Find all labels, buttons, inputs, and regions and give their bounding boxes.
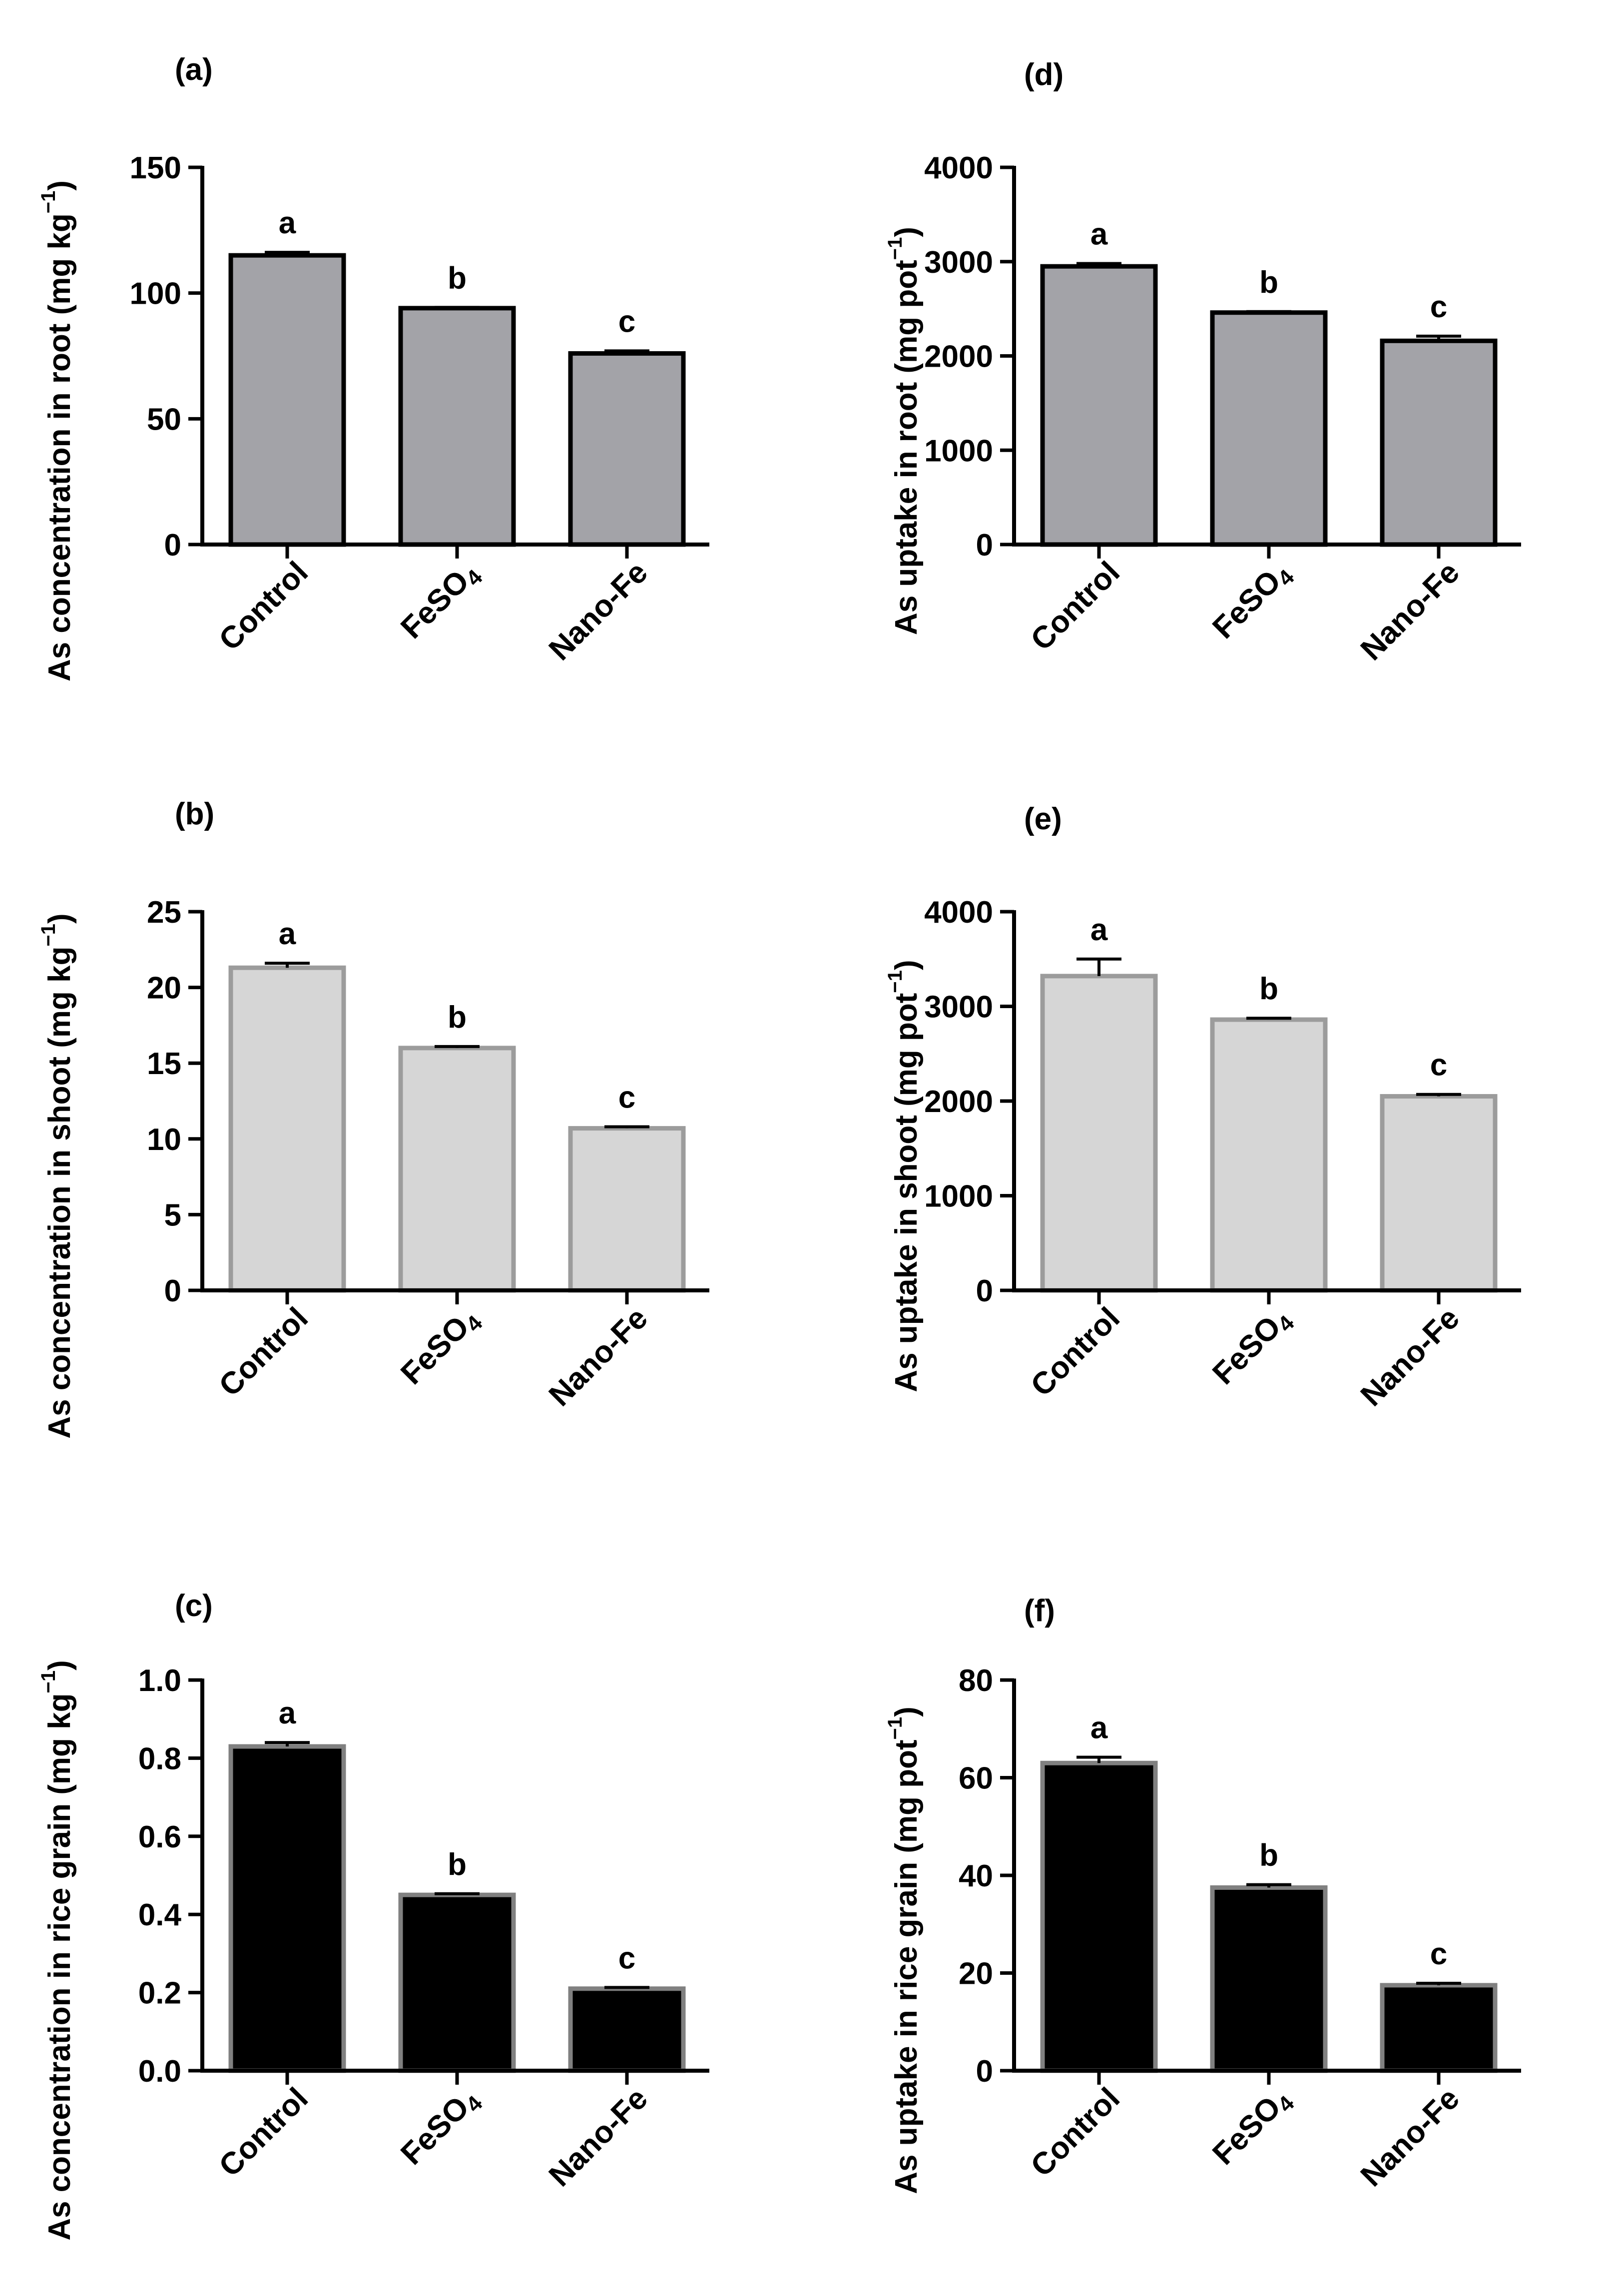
sig-letter-c-1: b: [448, 1847, 467, 1882]
y-tick-label-c-4: 0.8: [138, 1741, 181, 1776]
category-label-c-0: Control: [212, 2081, 315, 2184]
y-tick-label-b-5: 25: [147, 895, 181, 930]
y-axis-title-d: As uptake in root (mg pot−1): [884, 227, 924, 635]
category-label-d-1: FeSO4: [1206, 555, 1299, 648]
category-label-b-2: Nano-Fe: [542, 1301, 654, 1413]
bar-b-1: [398, 1046, 516, 1293]
category-label-f-1: FeSO4: [1206, 2081, 1299, 2175]
category-label-e-2: Nano-Fe: [1354, 1301, 1466, 1413]
y-tick-label-e-0: 0: [976, 1274, 993, 1308]
category-label-a-1: FeSO4: [394, 555, 488, 648]
y-tick-label-f-1: 20: [959, 1957, 993, 1991]
sig-letter-a-0: a: [279, 206, 296, 240]
bar-b-0: [228, 965, 346, 1293]
category-label-b-1: FeSO4: [394, 1301, 488, 1394]
sig-letter-d-1: b: [1259, 265, 1278, 300]
sig-letter-e-0: a: [1090, 913, 1108, 947]
y-tick-label-b-4: 20: [147, 971, 181, 1006]
y-tick-label-f-0: 0: [976, 2054, 993, 2089]
bar-c-2: [568, 1986, 686, 2073]
category-label-f-2: Nano-Fe: [1354, 2081, 1466, 2193]
y-tick-label-c-0: 0.0: [138, 2054, 181, 2089]
sig-letter-f-0: a: [1090, 1711, 1108, 1745]
y-tick-label-a-1: 50: [147, 402, 181, 437]
category-label-e-0: Control: [1024, 1301, 1126, 1403]
sig-letter-d-2: c: [1430, 290, 1447, 324]
y-axis-title-c: As concentration in rice grain (mg kg−1): [37, 1660, 77, 2241]
panel-label-e: (e): [1024, 802, 1062, 836]
bar-d-2: [1380, 338, 1498, 547]
y-tick-label-f-2: 40: [959, 1859, 993, 1893]
y-tick-label-b-1: 5: [164, 1198, 181, 1232]
category-label-e-1: FeSO4: [1206, 1301, 1299, 1394]
y-tick-label-c-3: 0.6: [138, 1820, 181, 1854]
y-tick-label-d-3: 3000: [924, 245, 993, 280]
panel-label-d: (d): [1024, 57, 1064, 92]
y-tick-label-b-3: 15: [147, 1047, 181, 1081]
sig-letter-e-2: c: [1430, 1048, 1447, 1083]
category-label-c-1: FeSO4: [394, 2081, 488, 2175]
y-axis-title-f: As uptake in rice grain (mg pot−1): [884, 1707, 924, 2194]
bar-e-1: [1210, 1017, 1328, 1293]
y-tick-label-c-1: 0.2: [138, 1976, 181, 2011]
bar-f-1: [1210, 1885, 1328, 2073]
bar-e-0: [1040, 974, 1158, 1293]
sig-letter-a-2: c: [618, 304, 635, 339]
y-tick-label-d-0: 0: [976, 528, 993, 563]
sig-letter-b-2: c: [618, 1081, 635, 1115]
sig-letter-e-1: b: [1259, 972, 1278, 1006]
y-tick-label-a-2: 100: [130, 277, 181, 311]
y-tick-label-c-5: 1.0: [138, 1664, 181, 1698]
bar-a-2: [568, 351, 686, 547]
category-label-d-2: Nano-Fe: [1354, 555, 1466, 667]
sig-letter-b-0: a: [279, 917, 296, 951]
bar-a-1: [398, 306, 516, 547]
y-tick-label-b-2: 10: [147, 1123, 181, 1157]
y-axis-title-e: As uptake in shoot (mg pot−1): [884, 960, 924, 1392]
bar-d-0: [1040, 264, 1158, 547]
y-axis-title-b: As concentration in shoot (mg kg−1): [37, 913, 77, 1438]
bar-a-0: [228, 253, 346, 547]
y-tick-label-a-0: 0: [164, 528, 181, 563]
y-tick-label-e-4: 4000: [924, 895, 993, 930]
category-label-f-0: Control: [1024, 2081, 1126, 2184]
y-tick-label-d-1: 1000: [924, 434, 993, 468]
bar-d-1: [1210, 310, 1328, 547]
category-label-b-0: Control: [212, 1301, 315, 1403]
y-tick-label-d-4: 4000: [924, 151, 993, 185]
y-tick-label-f-3: 60: [959, 1761, 993, 1796]
sig-letter-d-0: a: [1090, 217, 1108, 252]
category-label-a-2: Nano-Fe: [542, 555, 654, 667]
panel-label-b: (b): [175, 797, 214, 831]
sig-letter-c-2: c: [618, 1941, 635, 1975]
bar-c-0: [228, 1744, 346, 2073]
sig-letter-a-1: b: [448, 261, 467, 295]
sig-letter-f-2: c: [1430, 1937, 1447, 1971]
y-axis-title-a: As concentration in root (mg kg−1): [37, 180, 77, 681]
y-tick-label-e-1: 1000: [924, 1179, 993, 1214]
panel-label-a: (a): [175, 52, 213, 87]
panel-label-c: (c): [175, 1589, 213, 1623]
bar-c-1: [398, 1892, 516, 2073]
bar-e-2: [1380, 1094, 1498, 1293]
y-tick-label-b-0: 0: [164, 1274, 181, 1308]
category-label-c-2: Nano-Fe: [542, 2081, 654, 2193]
y-tick-label-f-4: 80: [959, 1664, 993, 1698]
bar-f-0: [1040, 1760, 1158, 2073]
y-tick-label-a-3: 150: [130, 151, 181, 185]
sig-letter-f-1: b: [1259, 1838, 1278, 1873]
bar-f-2: [1380, 1983, 1498, 2073]
sig-letter-b-1: b: [448, 1000, 467, 1035]
category-label-d-0: Control: [1024, 555, 1126, 657]
category-label-a-0: Control: [212, 555, 315, 657]
y-tick-label-c-2: 0.4: [138, 1898, 182, 1932]
sig-letter-c-0: a: [279, 1696, 296, 1730]
y-tick-label-d-2: 2000: [924, 340, 993, 374]
y-tick-label-e-2: 2000: [924, 1085, 993, 1119]
bar-b-2: [568, 1126, 686, 1293]
panel-label-f: (f): [1024, 1594, 1055, 1628]
y-tick-label-e-3: 3000: [924, 990, 993, 1025]
